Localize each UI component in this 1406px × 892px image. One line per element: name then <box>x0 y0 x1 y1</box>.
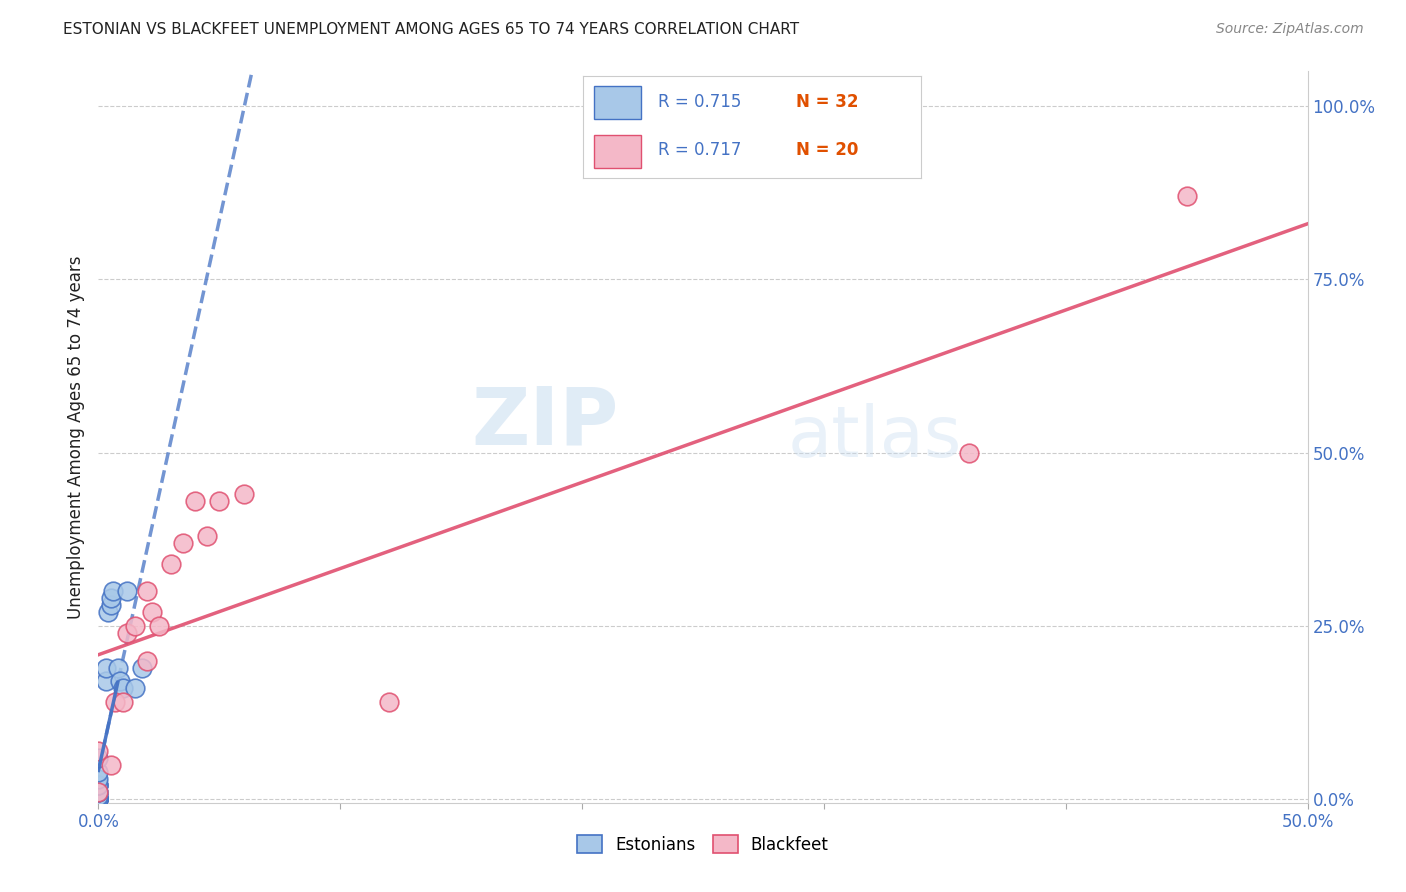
Text: R = 0.715: R = 0.715 <box>658 94 741 112</box>
Point <box>87 792 110 806</box>
Point <box>94 674 117 689</box>
FancyBboxPatch shape <box>593 136 641 168</box>
Point <box>87 792 110 806</box>
Text: R = 0.717: R = 0.717 <box>658 141 741 159</box>
Point <box>87 750 110 764</box>
Point <box>135 654 157 668</box>
Point <box>87 792 110 806</box>
Point <box>104 695 127 709</box>
Point <box>87 779 110 793</box>
Point <box>87 792 110 806</box>
Point <box>111 695 134 709</box>
Point <box>87 789 110 803</box>
Point <box>184 494 207 508</box>
Point <box>87 792 110 806</box>
Point <box>87 772 110 786</box>
Point <box>87 792 110 806</box>
Point <box>117 626 139 640</box>
Point <box>111 681 134 696</box>
Point <box>195 529 218 543</box>
Point <box>87 764 110 779</box>
Point <box>208 494 231 508</box>
Point <box>108 674 131 689</box>
Text: N = 32: N = 32 <box>796 94 859 112</box>
Point <box>124 619 146 633</box>
Point <box>87 792 110 806</box>
Point <box>100 757 122 772</box>
Point <box>87 792 110 806</box>
Point <box>124 681 146 696</box>
Text: ZIP: ZIP <box>471 384 619 461</box>
Point <box>1175 189 1198 203</box>
Point <box>141 605 163 619</box>
Text: Source: ZipAtlas.com: Source: ZipAtlas.com <box>1216 22 1364 37</box>
Point <box>117 584 139 599</box>
Point <box>135 584 157 599</box>
Point <box>160 557 183 571</box>
Text: atlas: atlas <box>787 402 962 472</box>
Point <box>377 695 399 709</box>
Point <box>87 779 110 793</box>
Point <box>172 536 194 550</box>
Point <box>87 789 110 803</box>
Point <box>957 445 980 459</box>
Point <box>94 660 117 674</box>
Point <box>87 779 110 793</box>
Point <box>100 591 122 606</box>
FancyBboxPatch shape <box>593 87 641 119</box>
Point <box>232 487 254 501</box>
Point <box>97 605 120 619</box>
Point <box>87 792 110 806</box>
Point <box>148 619 170 633</box>
Point <box>131 660 153 674</box>
Text: N = 20: N = 20 <box>796 141 859 159</box>
Legend: Estonians, Blackfeet: Estonians, Blackfeet <box>571 829 835 860</box>
Point <box>87 792 110 806</box>
Point <box>87 785 110 799</box>
Point <box>87 785 110 799</box>
Point <box>87 785 110 799</box>
Point <box>100 598 122 612</box>
Point <box>101 584 124 599</box>
Y-axis label: Unemployment Among Ages 65 to 74 years: Unemployment Among Ages 65 to 74 years <box>66 255 84 619</box>
Text: ESTONIAN VS BLACKFEET UNEMPLOYMENT AMONG AGES 65 TO 74 YEARS CORRELATION CHART: ESTONIAN VS BLACKFEET UNEMPLOYMENT AMONG… <box>63 22 800 37</box>
Point <box>87 744 110 758</box>
Point <box>107 660 129 674</box>
